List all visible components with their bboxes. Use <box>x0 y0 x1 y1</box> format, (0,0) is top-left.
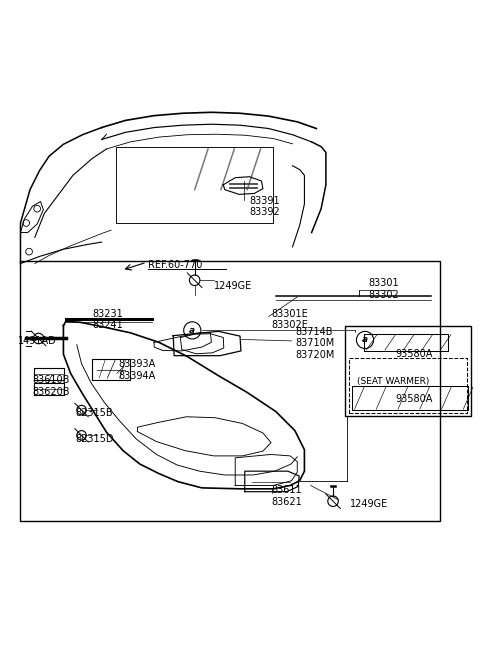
Text: 1491AD: 1491AD <box>18 337 57 346</box>
Text: a: a <box>189 326 195 335</box>
Text: 83301
83302: 83301 83302 <box>369 278 399 300</box>
Bar <box>349 358 467 413</box>
Text: 83611
83621: 83611 83621 <box>271 485 302 507</box>
Text: 1249GE: 1249GE <box>214 281 252 291</box>
Text: 82315B: 82315B <box>75 408 113 418</box>
Bar <box>345 325 471 417</box>
Text: (SEAT WARMER): (SEAT WARMER) <box>357 377 429 386</box>
Text: a: a <box>362 335 368 344</box>
Text: 93580A: 93580A <box>395 349 432 359</box>
Text: 83301E
83302E: 83301E 83302E <box>271 308 308 330</box>
Text: 93580A: 93580A <box>395 394 432 403</box>
Text: 83714B
83710M
83720M: 83714B 83710M 83720M <box>295 327 334 360</box>
Bar <box>21 261 441 522</box>
Text: 83391
83392: 83391 83392 <box>250 195 280 217</box>
Text: 1249GE: 1249GE <box>350 499 388 508</box>
Text: REF.60-770: REF.60-770 <box>148 260 203 270</box>
Text: 83610B
83620B: 83610B 83620B <box>33 375 70 397</box>
Text: 82315D: 82315D <box>75 434 114 443</box>
Text: 83393A
83394A: 83393A 83394A <box>118 359 156 380</box>
Text: 83231
83241: 83231 83241 <box>92 308 123 330</box>
